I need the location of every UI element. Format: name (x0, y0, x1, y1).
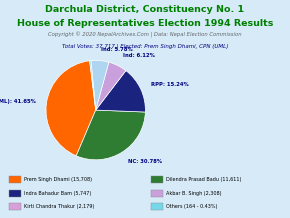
Wedge shape (46, 61, 96, 156)
Wedge shape (96, 71, 145, 112)
Text: Dilendra Prasad Badu (11,611): Dilendra Prasad Badu (11,611) (166, 177, 242, 182)
Text: Darchula District, Constituency No. 1: Darchula District, Constituency No. 1 (46, 5, 244, 14)
Text: House of Representatives Election 1994 Results: House of Representatives Election 1994 R… (17, 19, 273, 27)
Text: Akbar B. Singh (2,308): Akbar B. Singh (2,308) (166, 191, 222, 196)
Wedge shape (96, 62, 126, 110)
Text: Indra Bahadur Bam (5,747): Indra Bahadur Bam (5,747) (24, 191, 92, 196)
Text: Ind: 6.12%: Ind: 6.12% (123, 53, 155, 58)
Wedge shape (76, 110, 145, 160)
Text: NC: 30.78%: NC: 30.78% (128, 159, 162, 164)
Text: Total Votes: 37,717 | Elected: Prem Singh Dhami, CPN (UML): Total Votes: 37,717 | Elected: Prem Sing… (62, 44, 228, 49)
Text: Ind: 5.78%: Ind: 5.78% (101, 47, 133, 52)
Text: Copyright © 2020 NepalArchives.Com | Data: Nepal Election Commission: Copyright © 2020 NepalArchives.Com | Dat… (48, 32, 242, 38)
Text: Prem Singh Dhami (15,708): Prem Singh Dhami (15,708) (24, 177, 92, 182)
Text: RPP: 15.24%: RPP: 15.24% (151, 82, 188, 87)
Wedge shape (91, 60, 109, 110)
Text: CPN (UML): 41.65%: CPN (UML): 41.65% (0, 99, 36, 104)
Wedge shape (90, 61, 96, 110)
Text: Others (164 - 0.43%): Others (164 - 0.43%) (166, 204, 218, 209)
Text: Kirti Chandra Thakur (2,179): Kirti Chandra Thakur (2,179) (24, 204, 95, 209)
